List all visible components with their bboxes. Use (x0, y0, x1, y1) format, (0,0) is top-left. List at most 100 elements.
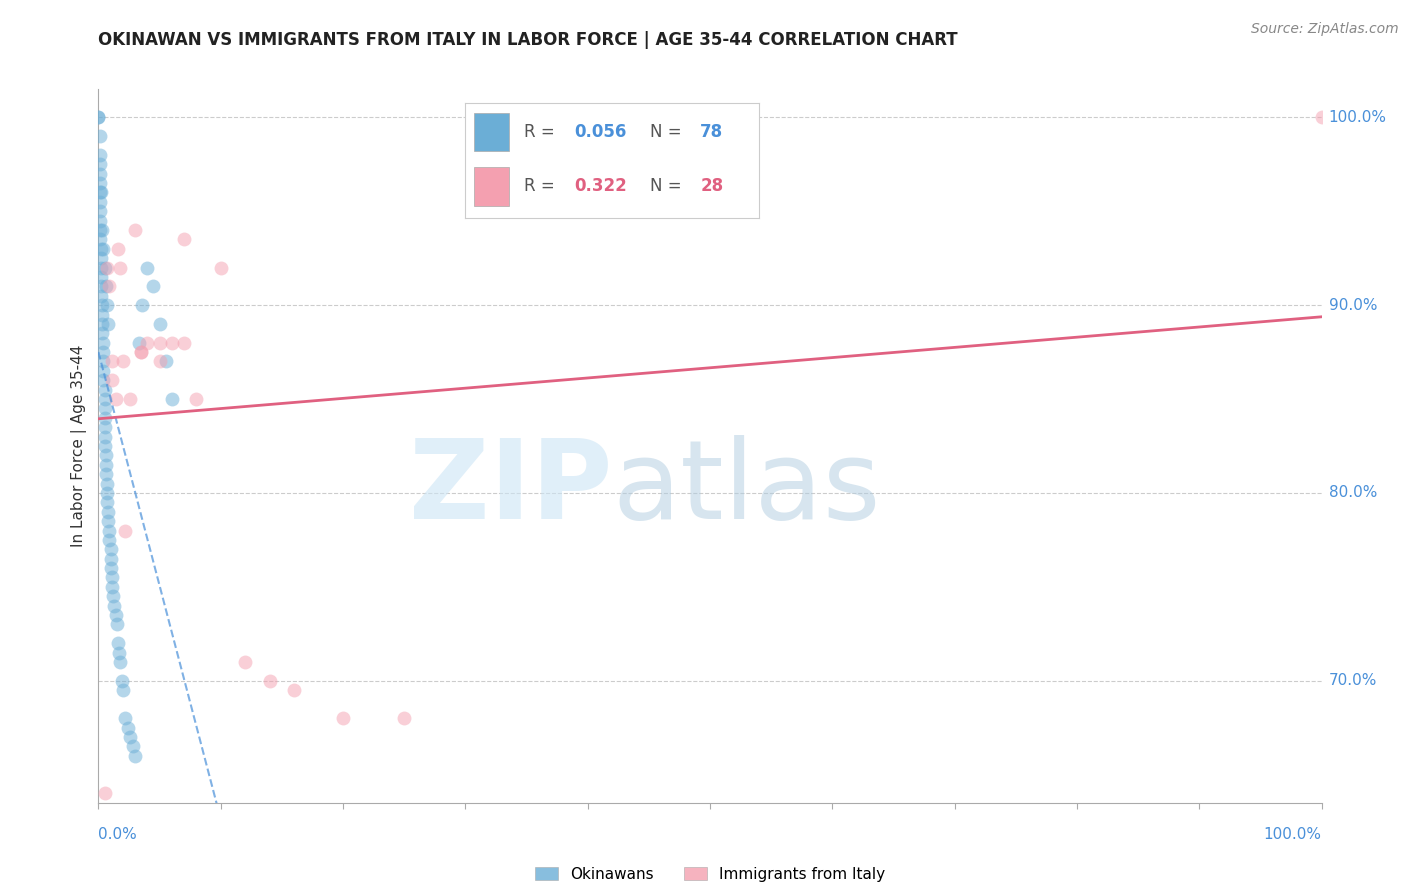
Point (160, 392, 183, 406)
Text: Source: ZipAtlas.com: Source: ZipAtlas.com (1251, 22, 1399, 37)
Point (233, 655, 256, 669)
Point (89, 186, 111, 200)
Point (91, 298, 114, 312)
Point (98, 279, 121, 293)
Point (93, 383, 115, 397)
Point (103, 599, 125, 613)
Point (89, 148, 111, 162)
Point (93, 392, 115, 406)
Point (91, 326, 114, 341)
Point (114, 524, 136, 538)
Text: ZIP: ZIP (409, 435, 612, 542)
Point (121, 739, 143, 754)
Point (100, 551, 122, 566)
Point (96, 260, 118, 275)
Point (90, 260, 112, 275)
Point (89, 167, 111, 181)
Point (87, 111, 110, 125)
Point (97, 505, 120, 519)
Point (149, 317, 172, 331)
Point (93, 410, 115, 425)
Point (124, 223, 146, 237)
Text: 100.0%: 100.0% (1329, 110, 1386, 125)
Point (209, 260, 232, 275)
Point (98, 533, 121, 547)
Point (101, 373, 124, 387)
Point (105, 617, 128, 632)
Point (90, 186, 112, 200)
Text: 90.0%: 90.0% (1329, 298, 1376, 313)
Point (110, 655, 132, 669)
Point (120, 730, 142, 744)
Point (101, 354, 124, 368)
Point (89, 194, 111, 209)
Point (101, 570, 124, 584)
Point (93, 401, 115, 416)
Point (91, 335, 114, 350)
Legend: Okinawans, Immigrants from Italy: Okinawans, Immigrants from Italy (529, 861, 891, 888)
Point (94, 458, 117, 472)
Point (104, 392, 127, 406)
Point (111, 683, 134, 698)
Point (97, 514, 120, 528)
Text: OKINAWAN VS IMMIGRANTS FROM ITALY IN LABOR FORCE | AGE 35-44 CORRELATION CHART: OKINAWAN VS IMMIGRANTS FROM ITALY IN LAB… (98, 31, 957, 49)
Point (101, 580, 124, 594)
Point (392, 711, 416, 725)
Point (91, 223, 114, 237)
Point (108, 646, 131, 660)
Point (128, 335, 150, 350)
Point (91, 317, 114, 331)
Point (136, 260, 159, 275)
Point (107, 636, 129, 650)
Point (94, 467, 117, 482)
Point (93, 420, 115, 434)
Point (107, 242, 129, 256)
Point (94, 449, 117, 463)
Point (100, 542, 122, 557)
Point (89, 176, 111, 190)
Text: 0.0%: 0.0% (98, 827, 138, 841)
Point (96, 495, 118, 509)
Point (173, 335, 195, 350)
Point (89, 157, 111, 171)
Point (101, 589, 124, 603)
Point (1310, 111, 1333, 125)
Text: 70.0%: 70.0% (1329, 673, 1376, 689)
Point (96, 476, 118, 491)
Point (160, 335, 183, 350)
Point (110, 260, 132, 275)
Point (129, 345, 152, 359)
Point (90, 289, 112, 303)
Point (93, 260, 115, 275)
Point (89, 129, 111, 144)
Text: 80.0%: 80.0% (1329, 485, 1376, 500)
Point (155, 354, 177, 368)
Point (93, 786, 115, 800)
Point (186, 392, 208, 406)
Point (96, 298, 118, 312)
Point (91, 373, 114, 387)
Text: 100.0%: 100.0% (1264, 827, 1322, 841)
Point (91, 242, 114, 256)
Point (89, 223, 111, 237)
Point (91, 354, 114, 368)
Text: atlas: atlas (612, 435, 880, 542)
Point (142, 279, 165, 293)
Point (136, 335, 159, 350)
Point (98, 524, 121, 538)
Point (89, 213, 111, 227)
Point (89, 232, 111, 246)
Point (87, 111, 110, 125)
Point (114, 711, 136, 725)
Point (94, 279, 117, 293)
Point (100, 561, 122, 575)
Point (173, 232, 195, 246)
Point (120, 392, 142, 406)
Point (96, 486, 118, 500)
Point (91, 364, 114, 378)
Point (124, 748, 146, 763)
Point (104, 607, 127, 622)
Point (117, 721, 139, 735)
Point (97, 317, 120, 331)
Point (91, 308, 114, 322)
